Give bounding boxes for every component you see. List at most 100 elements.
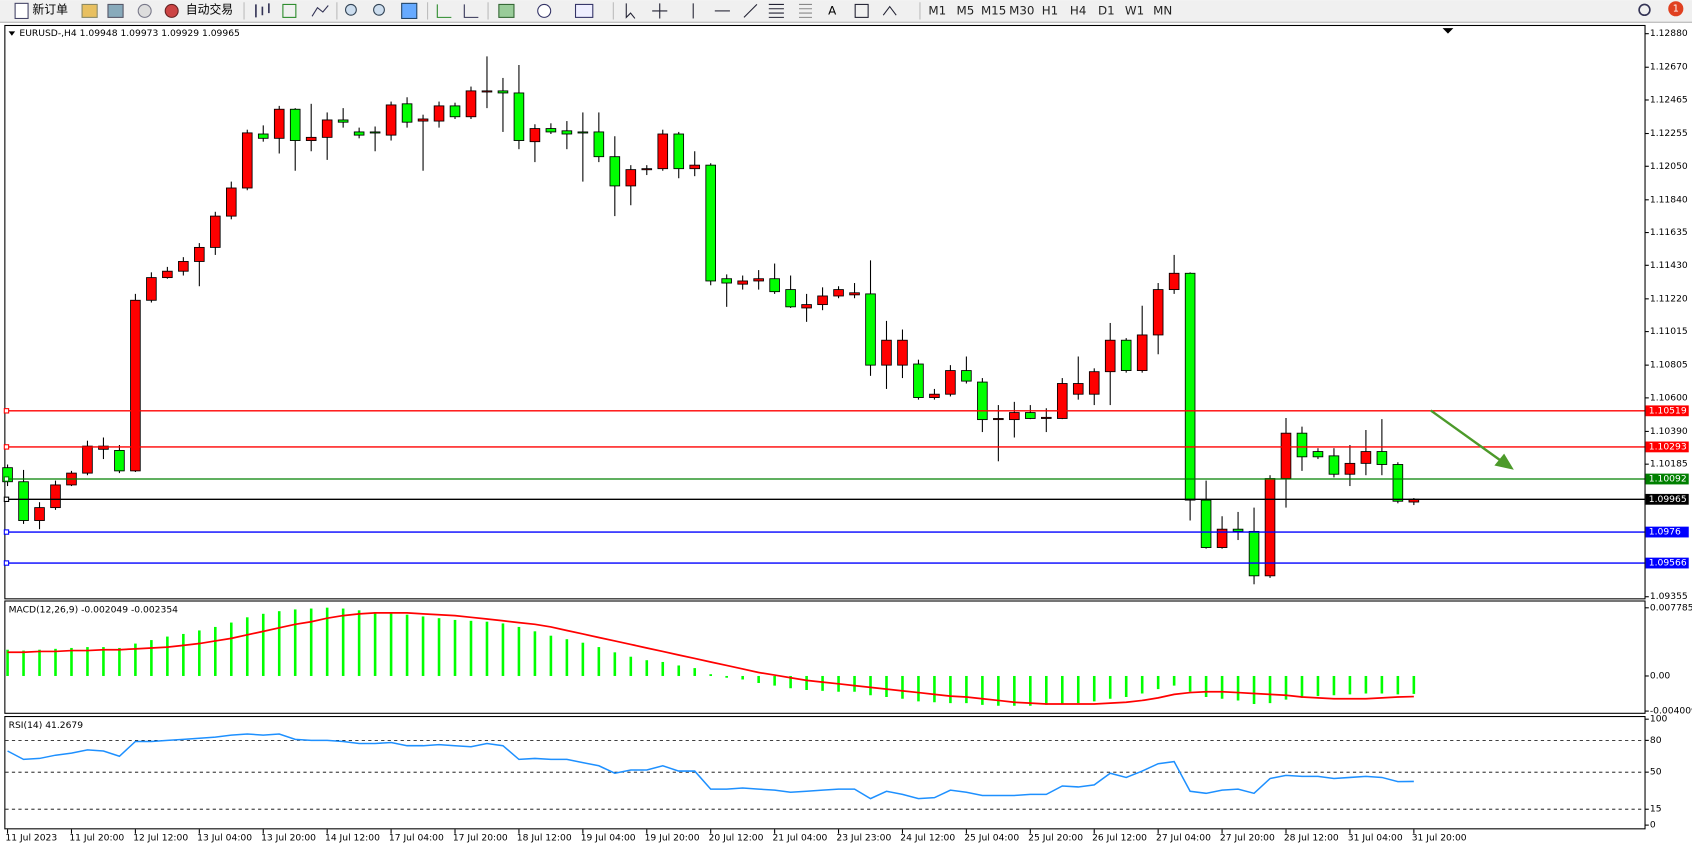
indicators[interactable] bbox=[498, 3, 515, 18]
tile[interactable] bbox=[401, 2, 418, 20]
icon[interactable] bbox=[107, 3, 124, 18]
x-tick-label: 20 Jul 12:00 bbox=[709, 833, 764, 844]
auto-trading-icon bbox=[164, 3, 179, 18]
candle-body bbox=[1120, 339, 1132, 371]
candle-body bbox=[433, 105, 445, 122]
macd-bar bbox=[293, 609, 297, 676]
icon[interactable] bbox=[463, 4, 479, 18]
zoom-in[interactable] bbox=[344, 3, 357, 16]
macd-bar bbox=[869, 675, 872, 696]
price-line-label-bg bbox=[1645, 526, 1689, 538]
timeframe-button[interactable]: M5 bbox=[957, 3, 975, 17]
candle-body bbox=[1168, 272, 1180, 291]
macd-bar bbox=[102, 647, 105, 676]
x-tick-label: 26 Jul 12:00 bbox=[1092, 833, 1147, 844]
text-tool[interactable]: A bbox=[828, 3, 837, 17]
zoom-out[interactable] bbox=[373, 3, 385, 16]
macd-bar bbox=[677, 665, 681, 676]
y-tick-label: 0.007785 bbox=[1650, 602, 1692, 613]
candle-body bbox=[1248, 530, 1260, 577]
candle-body bbox=[625, 169, 637, 187]
timeframe-button[interactable]: D1 bbox=[1098, 3, 1115, 17]
icon[interactable] bbox=[255, 3, 270, 18]
macd-bar bbox=[709, 674, 713, 676]
macd-bar bbox=[229, 622, 233, 676]
macd-bar bbox=[1236, 675, 1240, 701]
macd-bar bbox=[277, 611, 281, 676]
macd-bar bbox=[1092, 675, 1096, 702]
candle-body bbox=[1264, 478, 1276, 577]
icon[interactable] bbox=[81, 3, 98, 18]
search[interactable] bbox=[1638, 3, 1651, 17]
candle-body bbox=[785, 289, 796, 308]
candle-body bbox=[801, 304, 812, 309]
candle-body bbox=[897, 339, 908, 366]
label-tool[interactable] bbox=[854, 3, 869, 18]
candle-body bbox=[1072, 383, 1084, 395]
macd-bar bbox=[453, 619, 457, 676]
icon[interactable] bbox=[137, 3, 152, 18]
macd-bar bbox=[549, 635, 553, 676]
symbol-marker bbox=[8, 31, 16, 36]
price-line-label: 1.0976 bbox=[1649, 527, 1681, 538]
icon[interactable] bbox=[282, 3, 297, 18]
x-tick-label: 12 Jul 12:00 bbox=[133, 833, 188, 844]
candle-body bbox=[1392, 464, 1404, 502]
candle-body bbox=[977, 381, 988, 421]
candle-body bbox=[1376, 451, 1388, 465]
periods[interactable] bbox=[537, 3, 552, 18]
macd-bar bbox=[693, 668, 697, 676]
x-tick-label: 31 Jul 04:00 bbox=[1348, 833, 1403, 844]
macd-bar bbox=[1060, 675, 1064, 705]
candle-body bbox=[1344, 462, 1356, 475]
x-tick-label: 14 Jul 12:00 bbox=[325, 833, 380, 844]
candle-body bbox=[993, 418, 1004, 421]
macd-bar bbox=[309, 608, 313, 676]
y-tick-label: 80 bbox=[1650, 735, 1662, 746]
price-line-label-bg bbox=[1645, 441, 1689, 453]
candle-body bbox=[641, 168, 653, 171]
timeframe-button[interactable]: W1 bbox=[1125, 3, 1144, 17]
trendline[interactable] bbox=[743, 4, 758, 18]
indicator-title: RSI(14) 41.2679 bbox=[9, 720, 84, 731]
macd-bar bbox=[469, 620, 473, 676]
timeframe-button[interactable]: MN bbox=[1153, 3, 1172, 17]
macd-bar bbox=[805, 675, 808, 690]
notification-count: 1 bbox=[1673, 4, 1679, 15]
cursor[interactable] bbox=[625, 3, 636, 19]
price-line-label: 1.10293 bbox=[1649, 441, 1687, 452]
candle-body bbox=[817, 295, 828, 306]
candle-body bbox=[417, 118, 429, 122]
shift-marker bbox=[1442, 28, 1454, 34]
timeframe-button[interactable]: M15 bbox=[981, 3, 1006, 17]
arrows[interactable] bbox=[882, 5, 897, 16]
channel[interactable] bbox=[768, 3, 784, 18]
new-order-icon bbox=[14, 2, 29, 20]
candle-body bbox=[178, 261, 189, 272]
candle-body bbox=[561, 130, 573, 135]
candle-body bbox=[1328, 455, 1340, 475]
new-order-button[interactable]: 新订单 bbox=[14, 2, 68, 20]
candle-body bbox=[945, 370, 956, 395]
auto-trading-button[interactable]: 自动交易 bbox=[164, 2, 233, 18]
notification-badge[interactable] bbox=[1668, 1, 1684, 17]
icon[interactable] bbox=[436, 4, 452, 18]
timeframe-button[interactable]: M1 bbox=[928, 3, 946, 17]
price-line-label-bg bbox=[1645, 405, 1689, 417]
price-line-label: 1.10092 bbox=[1649, 474, 1687, 485]
macd-bar bbox=[86, 647, 89, 676]
timeframe-button[interactable]: H4 bbox=[1070, 3, 1086, 17]
candle-body bbox=[657, 133, 669, 170]
crosshair[interactable] bbox=[652, 3, 668, 19]
y-tick-label: 0.00 bbox=[1650, 670, 1671, 681]
icon[interactable] bbox=[311, 5, 329, 17]
y-tick-label: 1.12880 bbox=[1650, 28, 1688, 39]
timeframe-button[interactable]: M30 bbox=[1009, 3, 1034, 17]
y-tick-label: 1.11635 bbox=[1650, 227, 1688, 238]
templates[interactable] bbox=[574, 3, 594, 18]
price-line-label: 1.09566 bbox=[1649, 558, 1687, 569]
x-tick-label: 31 Jul 20:00 bbox=[1412, 833, 1467, 844]
macd-bar bbox=[1396, 675, 1400, 695]
timeframe-button[interactable]: H1 bbox=[1042, 3, 1058, 17]
fibo[interactable] bbox=[799, 3, 812, 18]
